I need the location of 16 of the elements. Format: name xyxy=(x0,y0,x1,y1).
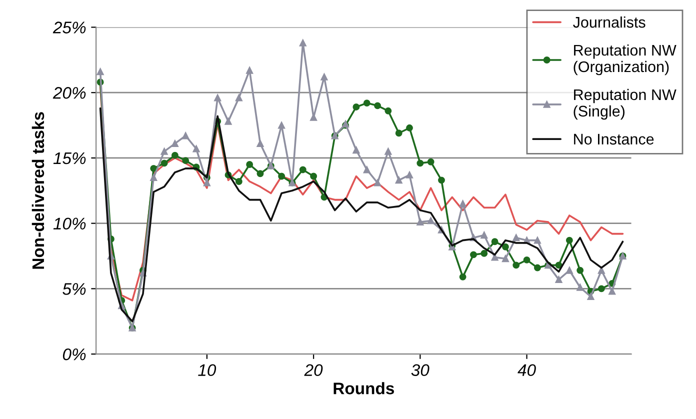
y-tick-label: 15% xyxy=(53,152,86,164)
x-tick-label: 30 xyxy=(411,364,430,376)
y-tick-label: 5% xyxy=(62,283,86,295)
x-axis-title: Rounds xyxy=(334,382,394,394)
legend-label: Reputation NW (Single) xyxy=(574,88,676,120)
y-tick-label: 10% xyxy=(53,218,86,230)
x-tick-label: 10 xyxy=(198,364,216,376)
y-tick-label: 20% xyxy=(52,87,86,99)
legend-label: Journalists xyxy=(573,16,646,28)
y-tick-label: 25% xyxy=(52,22,86,34)
legend-label: Reputation NW (Organization) xyxy=(574,44,676,76)
y-tick-label: 0% xyxy=(62,348,86,360)
x-tick-label: 20 xyxy=(304,364,323,376)
legend-label: No Instance xyxy=(574,134,654,145)
x-tick-label: 40 xyxy=(518,364,536,376)
y-axis-title: Non-delivered tasks xyxy=(32,112,44,269)
